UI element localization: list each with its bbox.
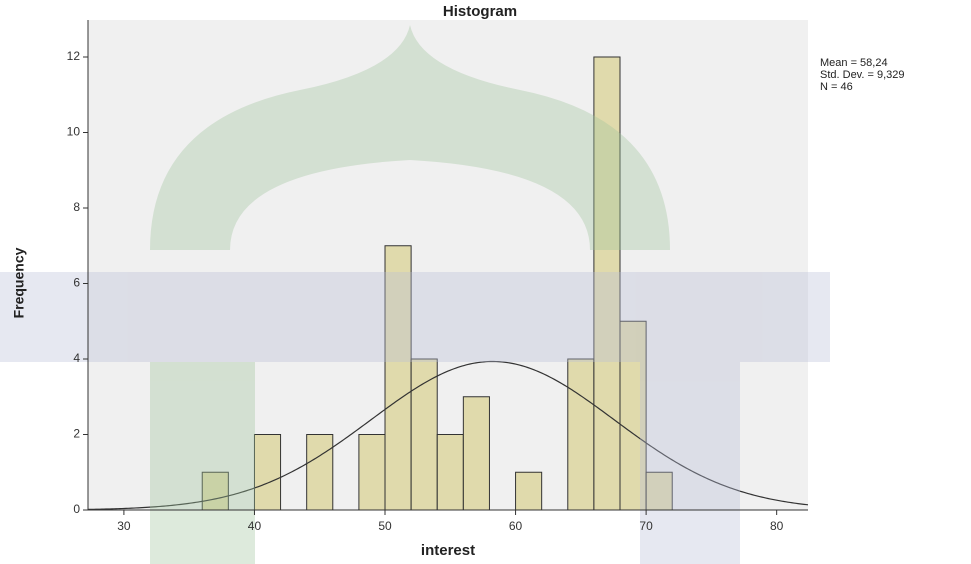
watermark-pillar [640,362,740,564]
annotation: N = 46 [820,81,853,93]
annotation: Std. Dev. = 9,329 [820,69,905,81]
x-tick-label: 70 [639,519,653,533]
y-tick-label: 6 [73,276,80,290]
bar [359,434,385,510]
y-tick-label: 12 [67,49,81,63]
bar [307,434,333,510]
x-tick-label: 50 [378,519,392,533]
x-tick-label: 40 [248,519,262,533]
bar [463,397,489,510]
bar [411,359,437,510]
bar [568,359,594,510]
x-tick-label: 60 [509,519,523,533]
watermark-band [0,272,830,362]
y-tick-label: 8 [73,200,80,214]
bar [516,472,542,510]
x-tick-label: 30 [117,519,131,533]
y-tick-label: 10 [67,125,81,139]
bar [254,434,280,510]
y-tick-label: 0 [73,502,80,516]
y-tick-label: 4 [73,351,80,365]
y-axis-label: Frequency [11,247,27,318]
page: {"chart_data": { "type": "histogram", "t… [0,0,971,564]
watermark-pillar [150,362,255,564]
x-tick-label: 80 [770,519,784,533]
y-tick-label: 2 [73,427,80,441]
bar [437,434,463,510]
chart: 0 2 4 6 8 10 12 30 40 50 60 70 80 Histogram interest… [0,0,971,564]
chart-title: Histogram [443,3,517,20]
annotation: Mean = 58,24 [820,57,888,69]
x-axis-label: interest [421,542,475,559]
